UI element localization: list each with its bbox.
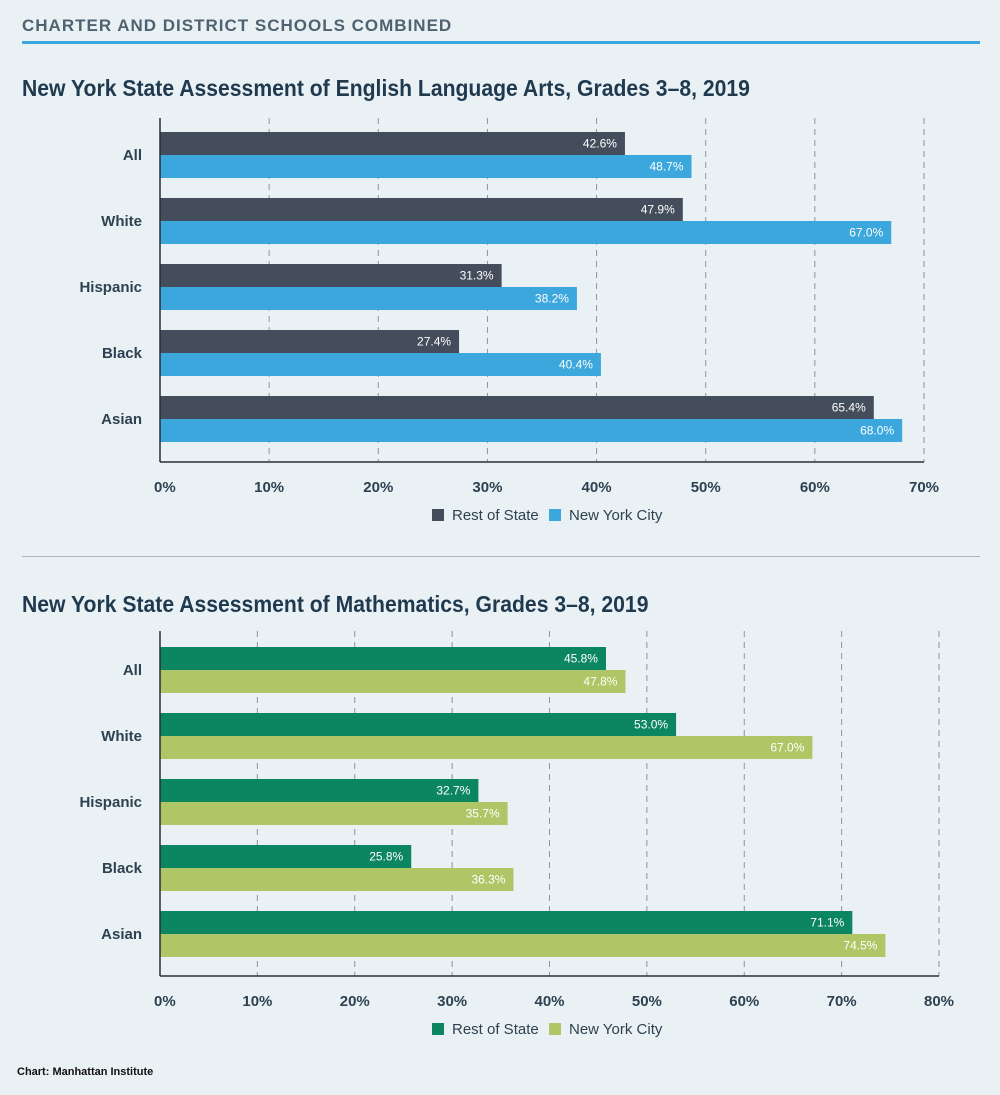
math-tick-label: 0% <box>154 993 176 1010</box>
math-category-label: Asian <box>101 926 142 943</box>
math-category-label: Hispanic <box>79 794 142 811</box>
ela-value-label: 38.2% <box>535 292 569 306</box>
ela-chart-title: New York State Assessment of English Lan… <box>22 75 750 101</box>
math-value-label: 45.8% <box>564 652 598 666</box>
math-tick-label: 70% <box>827 993 857 1010</box>
math-chart-title: New York State Assessment of Mathematics… <box>22 591 649 617</box>
ela-legend-label: Rest of State <box>452 507 539 524</box>
ela-bar-rest-of-state <box>160 198 683 221</box>
math-bar-new-york-city <box>160 934 886 957</box>
math-tick-label: 60% <box>729 993 759 1010</box>
math-tick-label: 20% <box>340 993 370 1010</box>
math-legend-swatch <box>549 1023 561 1035</box>
math-tick-label: 80% <box>924 993 954 1010</box>
math-value-label: 47.8% <box>583 675 617 689</box>
ela-tick-label: 70% <box>909 479 939 496</box>
chart-source: Chart: Manhattan Institute <box>17 1066 154 1078</box>
math-bar-new-york-city <box>160 868 514 891</box>
ela-value-label: 65.4% <box>832 401 866 415</box>
math-category-label: White <box>101 728 142 745</box>
ela-legend-swatch <box>432 509 444 521</box>
ela-bar-rest-of-state <box>160 264 502 287</box>
math-legend-label: New York City <box>569 1021 663 1038</box>
math-bar-rest-of-state <box>160 647 606 670</box>
section-divider <box>22 556 980 557</box>
ela-tick-label: 50% <box>691 479 721 496</box>
math-legend-swatch <box>432 1023 444 1035</box>
ela-bar-rest-of-state <box>160 330 460 353</box>
math-value-label: 53.0% <box>634 718 668 732</box>
math-tick-label: 40% <box>534 993 564 1010</box>
math-bar-new-york-city <box>160 670 626 693</box>
ela-tick-label: 20% <box>363 479 393 496</box>
ela-bar-new-york-city <box>160 287 577 310</box>
math-value-label: 32.7% <box>436 784 470 798</box>
ela-tick-label: 60% <box>800 479 830 496</box>
ela-legend-swatch <box>549 509 561 521</box>
math-value-label: 74.5% <box>843 939 877 953</box>
math-bar-new-york-city <box>160 802 508 825</box>
ela-bar-new-york-city <box>160 221 892 244</box>
ela-value-label: 47.9% <box>641 203 675 217</box>
ela-tick-label: 40% <box>582 479 612 496</box>
ela-bar-new-york-city <box>160 353 601 376</box>
ela-value-label: 42.6% <box>583 137 617 151</box>
ela-legend-label: New York City <box>569 507 663 524</box>
ela-category-label: Black <box>102 345 143 362</box>
math-value-label: 25.8% <box>369 850 403 864</box>
ela-value-label: 27.4% <box>417 335 451 349</box>
ela-bar-rest-of-state <box>160 396 874 419</box>
math-legend-label: Rest of State <box>452 1021 539 1038</box>
math-chart: All 45.8% 47.8% White 53.0% 67.0% Hispanic 32.7… <box>79 631 954 1038</box>
math-category-label: All <box>123 662 142 679</box>
ela-bar-rest-of-state <box>160 132 625 155</box>
ela-value-label: 67.0% <box>849 226 883 240</box>
ela-bar-new-york-city <box>160 419 903 442</box>
math-value-label: 67.0% <box>770 741 804 755</box>
math-value-label: 71.1% <box>810 916 844 930</box>
ela-category-label: Hispanic <box>79 279 142 296</box>
math-bar-new-york-city <box>160 736 813 759</box>
header-rule <box>22 41 980 44</box>
ela-value-label: 31.3% <box>460 269 494 283</box>
math-bar-rest-of-state <box>160 713 677 736</box>
ela-tick-label: 0% <box>154 479 176 496</box>
ela-value-label: 48.7% <box>649 160 683 174</box>
math-value-label: 35.7% <box>466 807 500 821</box>
math-tick-label: 30% <box>437 993 467 1010</box>
ela-category-label: Asian <box>101 411 142 428</box>
ela-category-label: All <box>123 147 142 164</box>
ela-bar-new-york-city <box>160 155 692 178</box>
ela-tick-label: 30% <box>472 479 502 496</box>
math-category-label: Black <box>102 860 143 877</box>
ela-value-label: 68.0% <box>860 424 894 438</box>
math-value-label: 36.3% <box>471 873 505 887</box>
math-tick-label: 50% <box>632 993 662 1010</box>
math-bar-rest-of-state <box>160 845 412 868</box>
header-title: CHARTER AND DISTRICT SCHOOLS COMBINED <box>22 16 453 35</box>
math-bar-rest-of-state <box>160 779 479 802</box>
ela-tick-label: 10% <box>254 479 284 496</box>
ela-category-label: White <box>101 213 142 230</box>
ela-chart: All 42.6% 48.7% White 47.9% 67.0% Hispanic 31.3… <box>79 118 939 524</box>
math-tick-label: 10% <box>242 993 272 1010</box>
ela-value-label: 40.4% <box>559 358 593 372</box>
math-bar-rest-of-state <box>160 911 853 934</box>
